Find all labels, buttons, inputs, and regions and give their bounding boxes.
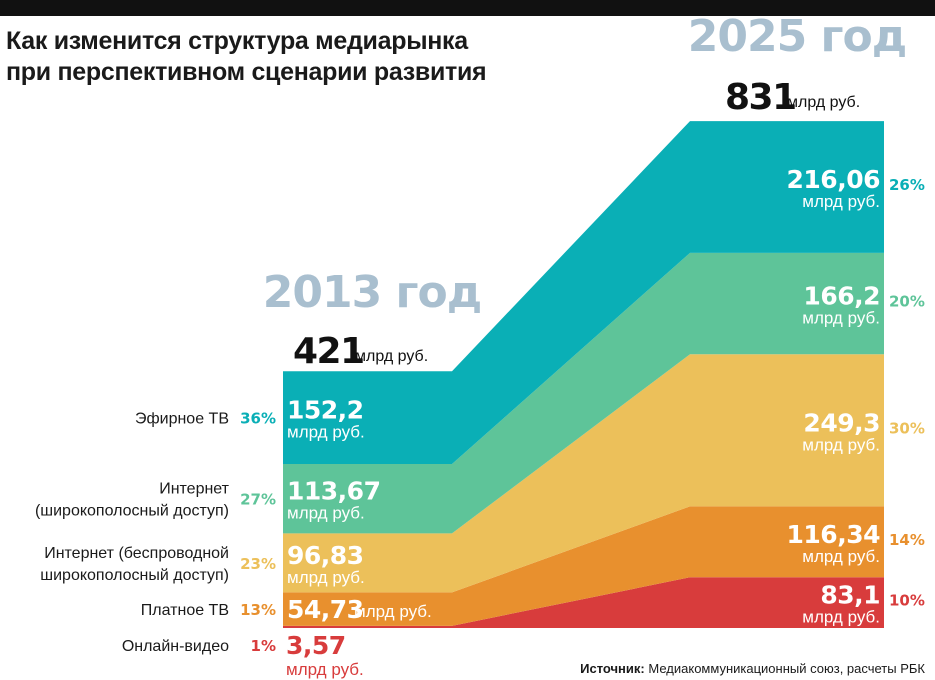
series-name-wireless-line-2: широкополосный доступ) bbox=[40, 567, 229, 584]
value-2013-broadband: 113,67 bbox=[287, 477, 380, 506]
area-wireless bbox=[283, 354, 884, 593]
total-2025: 831 bbox=[725, 77, 796, 118]
series-name-online-video: Онлайн-видео bbox=[122, 638, 229, 655]
value-2013-wireless: 96,83 bbox=[287, 541, 364, 570]
share-2013-wireless: 23% bbox=[240, 555, 276, 573]
area-ether-tv bbox=[283, 121, 884, 465]
value-2013-online-video: 3,57 bbox=[286, 631, 346, 660]
chart-title: Как изменится структура медиарынка при п… bbox=[6, 26, 566, 88]
value-2025-online-video: 83,1 bbox=[820, 581, 880, 610]
unit-2025-pay-tv: млрд руб. bbox=[802, 547, 880, 566]
area-broadband bbox=[283, 252, 884, 534]
chart-areas bbox=[283, 121, 884, 628]
year-label-2013: 2013 год bbox=[263, 267, 482, 318]
share-2013-pay-tv: 13% bbox=[240, 601, 276, 619]
share-2013-ether-tv: 36% bbox=[240, 410, 276, 428]
value-2025-wireless: 249,3 bbox=[803, 408, 880, 437]
total-2025-unit: млрд руб. bbox=[787, 94, 860, 111]
share-2025-pay-tv: 14% bbox=[889, 531, 925, 549]
value-2013-pay-tv: 54,73 bbox=[287, 595, 364, 624]
series-name-ether-tv: Эфирное ТВ bbox=[135, 411, 229, 428]
share-2013-broadband: 27% bbox=[240, 491, 276, 509]
series-name-broadband-line-2: (широкополосный доступ) bbox=[35, 503, 229, 520]
share-2025-broadband: 20% bbox=[889, 293, 925, 311]
value-2013-ether-tv: 152,2 bbox=[287, 396, 364, 425]
unit-2013-pay-tv: млрд руб. bbox=[354, 602, 432, 621]
share-2025-online-video: 10% bbox=[889, 592, 925, 610]
series-name-broadband-line-1: Интернет bbox=[159, 481, 229, 498]
unit-2025-online-video: млрд руб. bbox=[802, 608, 880, 627]
source-text: Медиакоммуникационный союз, расчеты РБК bbox=[648, 661, 925, 676]
value-2025-broadband: 166,2 bbox=[803, 282, 880, 311]
top-bar bbox=[0, 0, 935, 16]
series-name-pay-tv: Платное ТВ bbox=[141, 602, 229, 619]
unit-2025-ether-tv: млрд руб. bbox=[802, 192, 880, 211]
unit-2025-broadband: млрд руб. bbox=[802, 309, 880, 328]
share-2013-online-video: 1% bbox=[251, 637, 276, 655]
total-2013: 421 bbox=[293, 331, 364, 372]
chart-title-line-2: при перспективном сценарии развития bbox=[6, 58, 487, 86]
source-label: Источник: bbox=[580, 661, 645, 676]
source-note: Источник: Медиакоммуникационный союз, ра… bbox=[580, 661, 925, 676]
unit-2013-broadband: млрд руб. bbox=[287, 504, 365, 523]
series-name-wireless-line-1: Интернет (беспроводной bbox=[44, 545, 229, 562]
value-2025-ether-tv: 216,06 bbox=[787, 165, 881, 194]
unit-2013-ether-tv: млрд руб. bbox=[287, 423, 365, 442]
year-label-2025: 2025 год bbox=[688, 11, 907, 62]
area-online-video bbox=[283, 577, 884, 628]
unit-2013-online-video: млрд руб. bbox=[286, 660, 364, 679]
share-2025-wireless: 30% bbox=[889, 419, 925, 437]
unit-2013-wireless: млрд руб. bbox=[287, 568, 365, 587]
value-2025-pay-tv: 116,34 bbox=[787, 520, 881, 549]
chart-title-line-1: Как изменится структура медиарынка bbox=[6, 27, 468, 55]
unit-2025-wireless: млрд руб. bbox=[802, 435, 880, 454]
area-pay-tv bbox=[283, 506, 884, 626]
total-2013-unit: млрд руб. bbox=[355, 348, 428, 365]
share-2025-ether-tv: 26% bbox=[889, 176, 925, 194]
